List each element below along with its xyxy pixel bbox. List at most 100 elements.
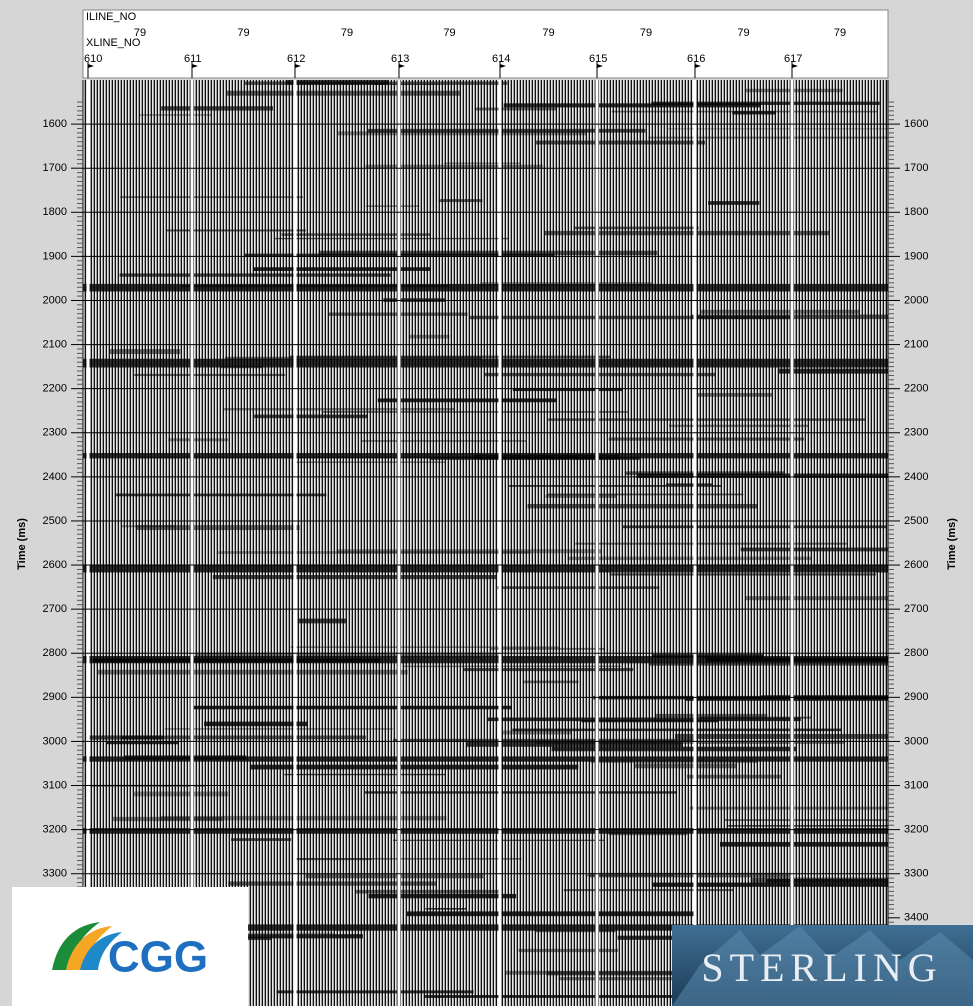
reflector [281,233,431,236]
y-tick-label: 2300 [43,427,67,439]
reflector [139,114,212,116]
reflector [508,485,722,487]
reflector [297,618,347,624]
logo-swoosh [80,932,122,970]
reflector [109,349,181,355]
reflector [305,874,484,879]
y-tick-label: 2100 [43,338,67,350]
reflector [444,162,521,164]
reflector [402,665,621,668]
reflector [89,735,165,740]
y-tick-label: 1600 [43,118,67,130]
reflector [322,411,628,413]
reflector [364,791,678,794]
reflector [297,858,522,860]
reflector [732,111,776,115]
reflector [633,763,737,769]
reflector [669,424,809,428]
reflector [674,733,888,739]
reflector [120,735,366,740]
reflector [164,728,393,730]
reflector [469,315,791,320]
y-tick-label: 2500 [43,515,67,527]
reflector [575,542,847,545]
y-tick-label: 2700 [43,603,67,615]
reflector [589,872,794,878]
reflector [116,493,327,497]
reflector [590,760,758,763]
xline-flag [192,64,198,68]
iline-value: 79 [341,27,353,39]
y-tick-label: 3300 [904,868,928,880]
reflector [503,103,761,108]
reflector [318,250,658,256]
reflector [636,473,888,478]
reflector [581,720,719,723]
y-tick-label: 3100 [904,779,928,791]
left-axis-label: Time (ms) [16,518,28,570]
iline-value: 79 [834,27,846,39]
reflector [720,841,888,847]
reflector [284,773,446,776]
reflector [745,596,888,601]
reflector [160,815,447,821]
y-tick-label: 2200 [43,383,67,395]
reflector [289,355,611,359]
y-tick-label: 3100 [43,779,67,791]
reflector [409,334,450,339]
reflector [368,893,517,899]
reflector [295,461,447,463]
reflector [466,741,683,747]
xline-value: 617 [784,53,802,65]
reflector [648,662,888,666]
reflector [548,418,866,421]
reflector [726,825,888,827]
reflector [567,556,812,561]
reflector [487,717,801,722]
reflector [192,705,512,710]
reflector [745,88,843,93]
reflector [740,547,888,552]
reflector [551,746,797,752]
reflector [648,136,888,139]
reflector [105,741,180,745]
cgg-logo: CGG [12,887,248,1006]
y-tick-label: 2400 [904,471,928,483]
reflector [546,971,758,976]
reflector [527,503,758,509]
logo-waves [672,926,973,1006]
y-tick-label: 2000 [904,294,928,306]
reflector [253,267,431,271]
y-tick-label: 2100 [904,338,928,350]
reflector [463,668,634,672]
xline-value: 614 [492,53,510,65]
xline-label: XLINE_NO [86,37,141,49]
reflector [254,414,368,419]
reflector [608,437,805,441]
xline-flag [792,64,798,68]
reflector [558,977,679,981]
iline-value: 79 [737,27,749,39]
reflector [546,493,744,496]
reflector [425,908,467,910]
xline-value: 615 [589,53,607,65]
reflector [723,819,888,821]
reflector [501,730,572,735]
sterling-logo: STERLING [672,925,973,1006]
logo-box [12,887,248,1006]
y-tick-label: 2900 [43,691,67,703]
reflector [543,230,829,236]
reflector [204,721,308,727]
y-tick-label: 3300 [43,868,67,880]
y-tick-label: 1900 [43,250,67,262]
header-panel [82,9,889,79]
y-tick-label: 3400 [904,912,928,924]
logo-swoosh [52,922,100,970]
y-tick-label: 2800 [904,647,928,659]
reflector [622,525,887,529]
reflector [497,586,660,589]
y-tick-label: 3000 [43,735,67,747]
reflector [438,199,483,203]
reflector [372,83,440,85]
